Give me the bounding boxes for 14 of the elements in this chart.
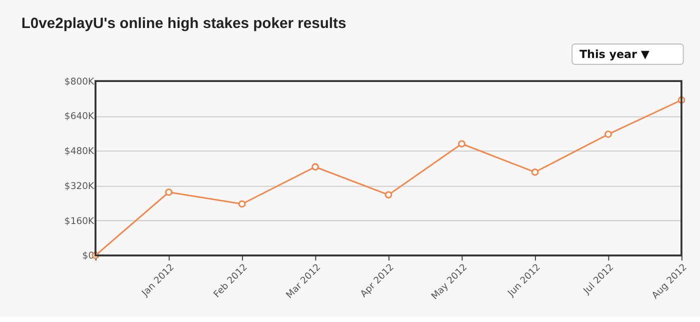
text: This year ▼ bbox=[579, 48, 650, 61]
y-tick-label: $800K bbox=[64, 76, 96, 88]
y-tick-label: $320K bbox=[64, 180, 96, 192]
point bbox=[165, 188, 172, 196]
point bbox=[384, 191, 392, 198]
chart-title: L0ve2playU's online high stakes poker results bbox=[21, 16, 346, 32]
point bbox=[531, 168, 539, 176]
point bbox=[458, 140, 466, 148]
y-tick-label: $640K bbox=[64, 111, 96, 122]
point bbox=[312, 163, 319, 171]
point bbox=[604, 130, 612, 138]
y-tick-label: $160K bbox=[64, 216, 96, 227]
y-tick-label: $480K bbox=[64, 146, 96, 158]
point bbox=[238, 200, 246, 208]
